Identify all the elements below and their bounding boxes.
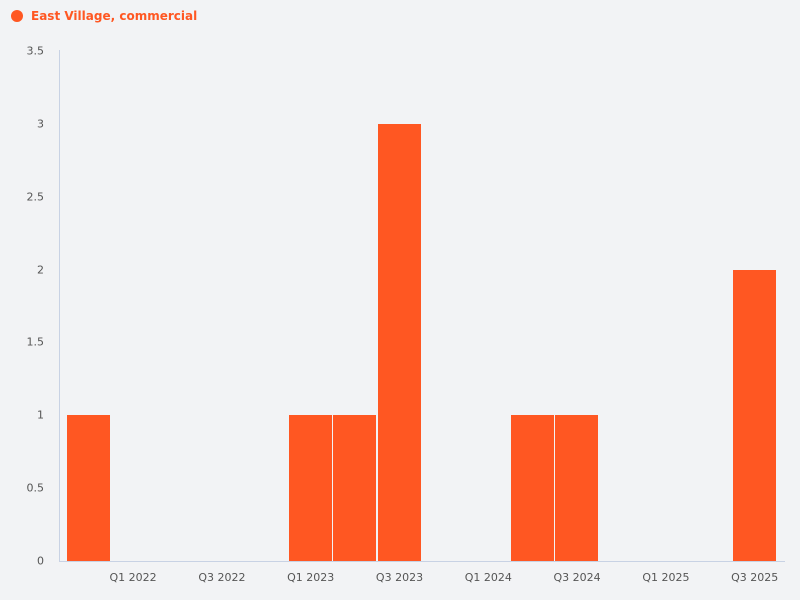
legend[interactable]: East Village, commercial xyxy=(11,9,197,23)
x-tick-label: Q3 2023 xyxy=(375,571,424,584)
x-tick-label: Q1 2022 xyxy=(109,571,157,584)
bar-q3-2024[interactable] xyxy=(555,415,599,561)
y-axis-line xyxy=(59,50,60,562)
x-tick-label: Q1 2024 xyxy=(464,571,512,584)
x-tick-label: Q3 2024 xyxy=(553,571,601,584)
bar-q4-2021[interactable] xyxy=(67,415,110,561)
legend-label: East Village, commercial xyxy=(31,9,198,23)
y-tick-label: 0 xyxy=(37,554,44,568)
x-tick-label: Q3 2022 xyxy=(198,571,246,584)
x-tick-label: Q1 2023 xyxy=(287,571,335,584)
bar-q2-2023[interactable] xyxy=(333,415,377,561)
x-tick-label: Q1 2025 xyxy=(642,571,690,584)
y-tick-label: 3 xyxy=(37,117,44,131)
y-tick-label: 1 xyxy=(37,408,44,422)
y-tick-label: 2 xyxy=(37,263,44,277)
bar-q2-2024[interactable] xyxy=(511,415,554,561)
y-tick-label: 1.5 xyxy=(26,335,45,349)
y-tick-label: 0.5 xyxy=(26,481,45,495)
y-tick-label: 2.5 xyxy=(26,190,45,204)
bar-q3-2023[interactable] xyxy=(377,123,421,561)
y-tick-label: 3.5 xyxy=(26,44,45,58)
legend-dot-icon xyxy=(11,10,23,22)
bar-q3-2025[interactable] xyxy=(733,269,776,561)
bar-q1-2023[interactable] xyxy=(289,415,332,561)
x-tick-label: Q3 2025 xyxy=(731,571,779,584)
x-axis-line xyxy=(59,561,785,562)
